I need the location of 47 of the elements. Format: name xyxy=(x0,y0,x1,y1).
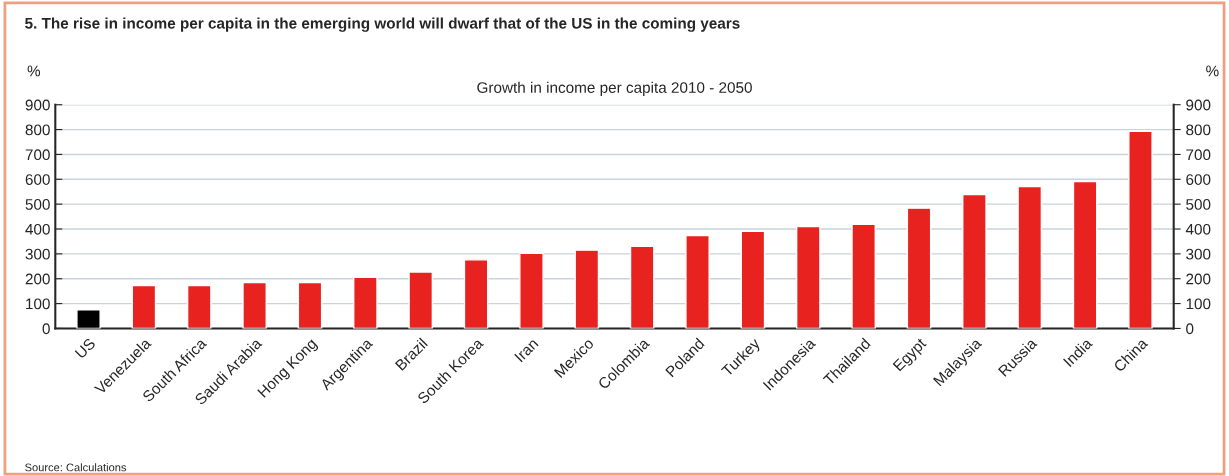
bar xyxy=(906,207,932,329)
y-tick-label: 900 xyxy=(25,99,50,111)
bar xyxy=(131,284,157,329)
y-tick-label: 100 xyxy=(26,298,50,310)
source-note: Source: Calculations xyxy=(25,463,127,472)
bar xyxy=(685,234,710,329)
bar xyxy=(740,230,766,329)
bar xyxy=(795,225,821,329)
bar xyxy=(1128,130,1153,329)
y-tick-label: 200 xyxy=(25,273,50,285)
bar xyxy=(186,284,212,329)
y2-tick-label: 200 xyxy=(1186,273,1211,285)
bar xyxy=(242,281,267,329)
y2-tick-label: 800 xyxy=(1186,124,1211,136)
y-tick-label: 800 xyxy=(25,124,50,136)
y2-tick-label: 900 xyxy=(1186,99,1211,111)
y-tick-label: 300 xyxy=(25,248,50,260)
bar xyxy=(851,223,876,329)
y2-tick-label: 500 xyxy=(1186,199,1211,210)
bar xyxy=(574,249,600,329)
y-tick-label: 400 xyxy=(25,223,50,235)
y2-tick-label: 0 xyxy=(1186,323,1194,335)
y2-tick-label: 300 xyxy=(1186,248,1211,260)
y2-tick-label: 600 xyxy=(1186,174,1211,185)
y2-axis-title: % xyxy=(1206,65,1219,77)
y-axis-title: % xyxy=(27,65,41,77)
bar xyxy=(519,252,544,329)
x-tick-label: Iran xyxy=(514,337,539,363)
y-tick-label: 600 xyxy=(25,174,50,185)
bar xyxy=(353,276,378,329)
y-tick-label: 500 xyxy=(25,199,50,210)
chart-subtitle: Growth in income per capita 2010 - 2050 xyxy=(477,81,752,96)
chart-title: 5. The rise in income per capita in the emerging world will dwarf that of the US in the coming years xyxy=(25,17,740,32)
bar xyxy=(463,259,489,329)
x-tick-label: US xyxy=(74,337,96,359)
y-tick-label: 0 xyxy=(42,323,50,335)
bar xyxy=(76,309,101,329)
y2-tick-label: 100 xyxy=(1186,298,1211,310)
bar xyxy=(297,281,323,329)
y2-tick-label: 400 xyxy=(1185,223,1211,235)
bar xyxy=(408,271,434,329)
bar xyxy=(1072,180,1098,329)
bar xyxy=(962,193,987,329)
bar xyxy=(629,245,655,329)
y-tick-label: 700 xyxy=(25,149,50,161)
y2-tick-label: 700 xyxy=(1186,149,1211,161)
bar xyxy=(1017,185,1043,329)
